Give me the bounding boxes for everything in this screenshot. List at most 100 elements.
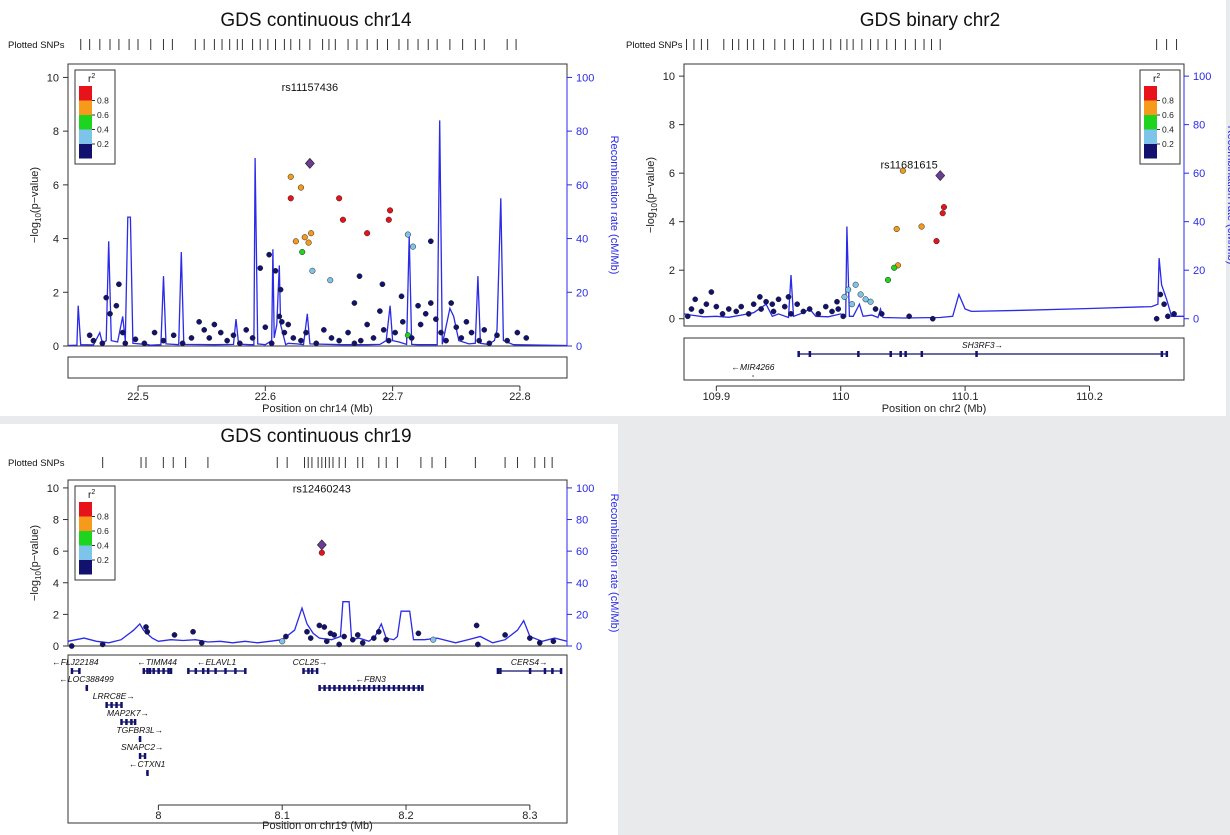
snp-point (430, 636, 437, 643)
snp-point (906, 313, 912, 320)
snp-point (68, 643, 75, 649)
y2-tick-label: 0 (1193, 314, 1199, 326)
snp-point (933, 238, 940, 245)
legend-swatch (79, 545, 92, 560)
snp-point (763, 298, 769, 305)
snp-point (770, 308, 777, 315)
gene-elavl1: ←ELAVL1 (187, 657, 247, 674)
gene-lrrc8e: LRRC8E→ (93, 691, 135, 708)
gene-timm44: ←TIMM44 (137, 657, 177, 674)
snp-point (179, 340, 186, 347)
snp-point (262, 324, 269, 331)
gene-label: ←ELAVL1 (197, 657, 236, 667)
gene-ctxn1: ←CTXN1 (129, 759, 166, 776)
y-tick-label: 4 (53, 234, 59, 246)
gene-exon (133, 719, 137, 725)
snp-point (1161, 301, 1167, 308)
snp-point (336, 195, 343, 202)
gene-exon (110, 702, 113, 708)
snp-point (453, 324, 460, 331)
y-tick-label: 2 (53, 287, 59, 299)
snp-point (206, 335, 213, 341)
snp-point (380, 327, 387, 333)
gene-label: TGFBR3L→ (116, 725, 163, 735)
gene-snapc2: SNAPC2→ (121, 742, 164, 759)
plot-frame (683, 63, 1185, 327)
gene-exon (152, 668, 155, 674)
snp-point (113, 302, 120, 309)
snp-point (298, 337, 304, 344)
gene-label: CERS4→ (511, 657, 548, 667)
snp-point (523, 335, 530, 341)
snp-point (878, 311, 885, 317)
snp-point (211, 321, 218, 328)
snp-point (829, 308, 835, 315)
snp-point (769, 301, 776, 308)
y-tick-label: 10 (663, 71, 675, 83)
legend-tick-label: 0.4 (1162, 125, 1174, 135)
snp-point (243, 327, 250, 333)
y2-tick-label: 20 (1193, 265, 1205, 277)
snp-point (198, 639, 205, 646)
snp-point (408, 335, 415, 341)
snp-point (504, 337, 511, 344)
snp-point (688, 306, 695, 312)
x-tick-label: 22.7 (382, 391, 403, 403)
snp-point (103, 294, 110, 301)
snp-point (536, 639, 543, 646)
snp-point (304, 628, 310, 635)
snp-point (852, 281, 859, 288)
snp-point (236, 340, 243, 347)
x-tick-label: 8.2 (398, 810, 413, 822)
x-tick-label: 22.6 (255, 391, 276, 403)
snp-point (301, 234, 308, 241)
gene-tgfbr3l: TGFBR3L→ (116, 725, 163, 742)
gene-exon (187, 668, 190, 674)
y2-tick-label: 80 (576, 126, 588, 138)
snp-point (313, 340, 320, 347)
y2-axis-label: Recombination rate (cM/Mb) (608, 494, 620, 633)
snp-point (392, 329, 399, 336)
y2-tick-label: 60 (576, 546, 588, 558)
plotted-snps-label: Plotted SNPs (626, 40, 683, 51)
snp-point (279, 318, 285, 325)
snp-point (857, 291, 864, 298)
x-axis-label: Position on chr14 (Mb) (262, 403, 373, 415)
recombination-line (67, 601, 568, 644)
snp-point (328, 335, 335, 341)
snp-point (249, 335, 256, 341)
gene-map2k7: MAP2K7→ (107, 708, 149, 725)
snp-point (107, 310, 113, 317)
x-tick-label: 110 (832, 391, 850, 403)
gene-exon (348, 685, 351, 691)
gene-exon (143, 753, 147, 759)
snp-point (918, 223, 925, 230)
snp-point (364, 321, 370, 328)
snp-point (692, 296, 699, 303)
gene-exon (496, 668, 500, 674)
gene-cers4: CERS4→ (496, 657, 563, 674)
chart-chr2: GDS binary chr2 Plotted SNPs 0 2 4 6 8 10 −log10… (626, 10, 1230, 415)
snp-point (703, 301, 710, 308)
gene-exon (162, 668, 165, 674)
snp-point (1164, 313, 1171, 320)
snp-point (119, 329, 126, 336)
snp-point (281, 329, 288, 336)
legend-swatch (79, 115, 92, 130)
snp-point (415, 302, 421, 309)
gene-loc388499: ←LOC388499 (59, 674, 114, 691)
y-tick-label: 8 (53, 515, 59, 527)
y2-tick-label: 100 (576, 483, 594, 495)
gene-exon (120, 702, 123, 708)
legend-tick-label: 0.4 (97, 125, 109, 135)
legend-tick-label: 0.8 (97, 512, 109, 522)
gene-label: ←FLJ22184 (52, 657, 99, 667)
legend-tick-label: 0.2 (97, 555, 109, 565)
y2-tick-label: 0 (576, 641, 582, 653)
snp-point (86, 332, 93, 339)
snp-point (713, 303, 720, 310)
gene-exon (328, 685, 331, 691)
gene-exon (333, 685, 336, 691)
legend-tick-label: 0.2 (97, 139, 109, 149)
legend-swatch (79, 86, 92, 101)
